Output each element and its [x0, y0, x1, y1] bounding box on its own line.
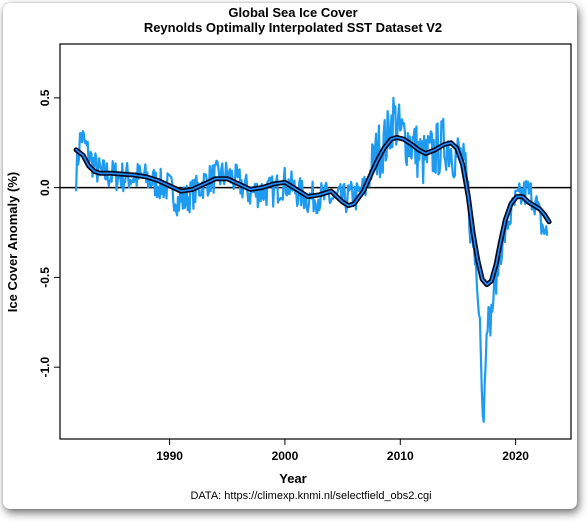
- x-tick-label: 1990: [156, 449, 183, 463]
- plot-border: [59, 43, 572, 440]
- smoothed-series-line: [75, 136, 550, 286]
- y-tick-label: 0.5: [38, 89, 52, 106]
- y-tick-label: 0.0: [38, 179, 52, 196]
- chart-title: Global Sea Ice Cover: [228, 5, 357, 20]
- x-tick-label: 2010: [387, 449, 414, 463]
- plot-area: [59, 43, 572, 440]
- x-tick-label: 2000: [272, 449, 299, 463]
- chart-frame: Global Sea Ice Cover Reynolds Optimally …: [3, 3, 577, 509]
- data-source-note: DATA: https://climexp.knmi.nl/selectfiel…: [190, 490, 431, 502]
- y-axis-label: Ice Cover Anomaly (%): [5, 172, 20, 312]
- x-axis-label: Year: [279, 471, 306, 486]
- y-axis-ticks: 0.5 0.0 -0.5 -1.0: [38, 89, 60, 378]
- x-tick-label: 2020: [502, 449, 529, 463]
- y-tick-label: -1.0: [38, 357, 52, 378]
- x-axis-ticks: 1990 2000 2010 2020: [156, 439, 529, 463]
- chart-svg: Global Sea Ice Cover Reynolds Optimally …: [5, 5, 572, 502]
- chart-subtitle: Reynolds Optimally Interpolated SST Data…: [144, 20, 442, 35]
- y-tick-label: -0.5: [38, 267, 52, 288]
